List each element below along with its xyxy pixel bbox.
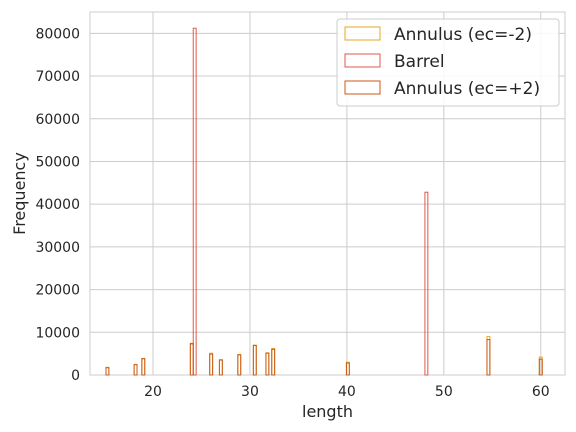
histogram-bar bbox=[345, 362, 350, 376]
histogram-bar bbox=[271, 348, 276, 376]
histogram-bar bbox=[486, 339, 491, 376]
legend: Annulus (ec=-2) Barrel Annulus (ec=+2) bbox=[336, 18, 560, 107]
x-tick-label: 60 bbox=[532, 384, 550, 400]
histogram-bars bbox=[105, 27, 543, 376]
y-tick-label: 30000 bbox=[35, 240, 80, 256]
legend-label: Barrel bbox=[394, 52, 445, 72]
legend-label: Annulus (ec=+2) bbox=[394, 79, 540, 99]
y-tick-label: 0 bbox=[71, 368, 80, 384]
y-tick-label: 60000 bbox=[35, 112, 80, 128]
legend-swatch bbox=[344, 26, 381, 41]
legend-swatch bbox=[344, 80, 381, 95]
histogram-bar bbox=[189, 342, 194, 376]
x-tick-label: 20 bbox=[144, 384, 162, 400]
histogram-bar bbox=[424, 191, 429, 376]
y-tick-label: 80000 bbox=[35, 26, 80, 42]
histogram-bar bbox=[209, 353, 214, 376]
histogram-bar bbox=[141, 358, 146, 376]
y-tick-label: 20000 bbox=[35, 283, 80, 299]
histogram-bar bbox=[133, 364, 138, 376]
y-tick-label: 40000 bbox=[35, 197, 80, 213]
histogram-bar bbox=[237, 354, 242, 376]
grid-lines bbox=[90, 12, 565, 376]
y-tick-label: 70000 bbox=[35, 69, 80, 85]
y-axis-label: Frequency bbox=[10, 152, 29, 235]
x-tick-label: 40 bbox=[338, 384, 356, 400]
histogram-bar bbox=[252, 345, 257, 376]
y-tick-label: 10000 bbox=[35, 325, 80, 341]
histogram-bar bbox=[265, 352, 270, 376]
legend-box bbox=[336, 18, 560, 107]
histogram-bar bbox=[218, 359, 223, 376]
x-tick-label: 30 bbox=[241, 384, 259, 400]
x-axis-label: length bbox=[302, 402, 353, 421]
histogram-bar bbox=[192, 27, 197, 376]
histogram-bar bbox=[538, 358, 543, 376]
y-tick-label: 50000 bbox=[35, 154, 80, 170]
legend-swatch bbox=[344, 53, 381, 68]
legend-label: Annulus (ec=-2) bbox=[394, 25, 532, 45]
y-axis-ticks: 0 10000 20000 30000 40000 50000 60000 70000 8000… bbox=[35, 26, 80, 384]
x-tick-label: 50 bbox=[435, 384, 453, 400]
x-axis-ticks: 20 30 40 50 60 bbox=[144, 384, 550, 400]
histogram-bar bbox=[105, 367, 110, 376]
